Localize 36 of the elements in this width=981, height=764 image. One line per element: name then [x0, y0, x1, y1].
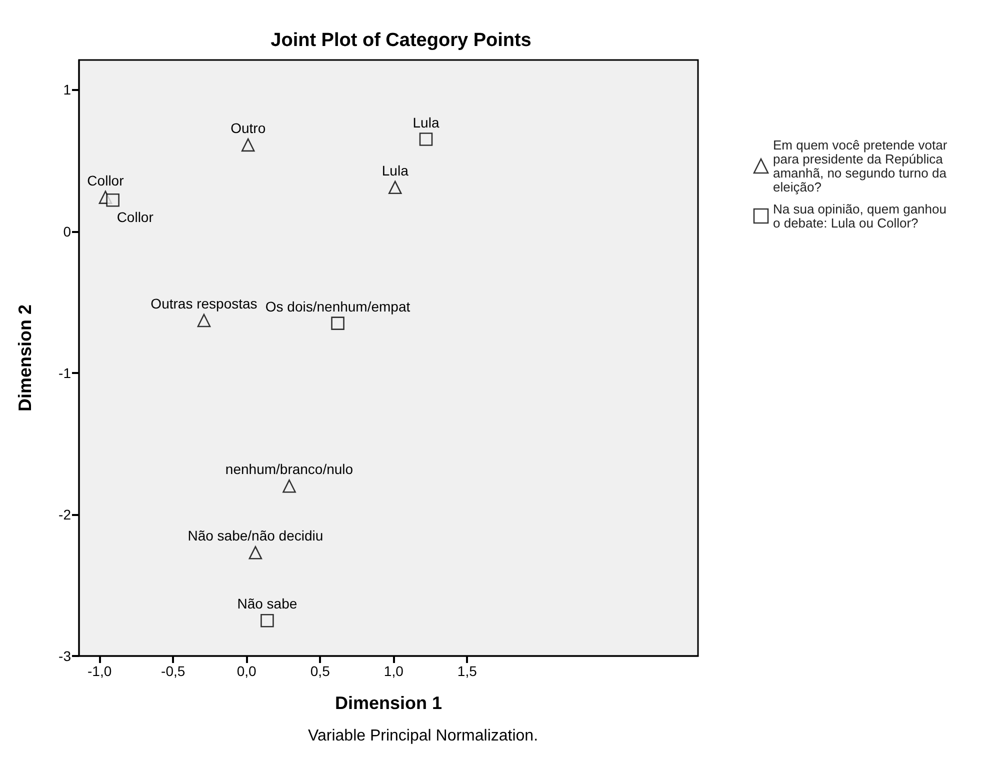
point	[419, 132, 433, 146]
point	[241, 138, 255, 152]
point	[248, 546, 262, 560]
x-tick-label: -0,5	[161, 663, 186, 679]
annotation: Não sabe/não decidiu	[188, 528, 324, 544]
annotation: Outro	[230, 120, 266, 136]
point	[106, 194, 120, 207]
legend-label: Em quem você pretende votar para presidente da República amanhã, no segundo turno da eleição?	[773, 138, 951, 194]
annotation: Lula	[412, 114, 440, 130]
annotation: Lula	[382, 162, 409, 178]
annotation: Outras respostas	[150, 295, 258, 312]
x-tick-label: 1,5	[457, 663, 478, 679]
text: Variable Principal Normalization.	[308, 728, 538, 744]
annotation: Collor	[87, 172, 124, 188]
y-tick-label: 1	[63, 82, 72, 98]
annotation: Collor	[116, 209, 154, 226]
x-tick-label: 0,0	[236, 663, 257, 679]
x-tick-label: 0,5	[310, 663, 330, 679]
x-tick-label: -1,0	[88, 663, 112, 679]
annotation: Não sabe	[237, 596, 298, 612]
annotation: Os dois/nenhum/empat	[265, 298, 410, 314]
y-tick-label: -3	[58, 648, 72, 664]
point	[282, 479, 296, 493]
y-tick-label: 0	[63, 223, 72, 240]
point	[331, 316, 344, 330]
y-axis-title: Dimension 2	[15, 304, 35, 412]
annotation: nenhum/branco/nulo	[225, 461, 354, 478]
x-axis-title: Dimension 1	[334, 693, 442, 713]
legend-label: Na sua opinião, quem ganhou o debate: Lula ou Collor?	[773, 202, 950, 230]
y-tick-label: -2	[58, 506, 72, 522]
y-tick-label: -1	[58, 364, 72, 381]
point	[388, 180, 402, 194]
chart-title: Joint Plot of Category Points	[270, 30, 532, 51]
x-tick-label: 1,0	[384, 663, 404, 679]
point	[197, 314, 211, 328]
point	[260, 614, 274, 628]
